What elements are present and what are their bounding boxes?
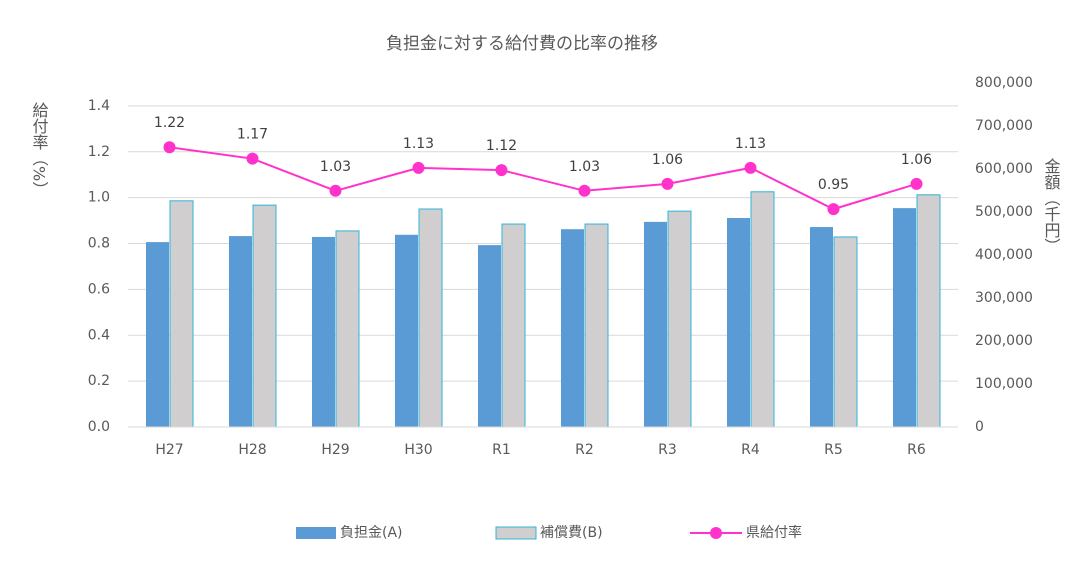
bar bbox=[584, 223, 609, 428]
x-tick-label: R2 bbox=[575, 442, 594, 458]
line-point bbox=[495, 164, 508, 177]
line bbox=[169, 146, 917, 211]
legend-label: 負担金(A) bbox=[340, 525, 403, 541]
y2-tick-label: 200,000 bbox=[975, 333, 1033, 349]
chart-title: 負担金に対する給付費の比率の推移 bbox=[386, 34, 658, 54]
x-tick-label: R1 bbox=[492, 442, 511, 458]
y2-tick-label: 400,000 bbox=[975, 247, 1033, 263]
legend-swatch bbox=[495, 526, 537, 540]
bar bbox=[561, 229, 584, 427]
data-label: 1.13 bbox=[735, 136, 766, 152]
y-tick-label: 0.6 bbox=[88, 281, 110, 297]
line-point bbox=[329, 184, 342, 197]
x-tick-label: H30 bbox=[404, 442, 432, 458]
legend-swatch bbox=[296, 527, 336, 539]
bar bbox=[750, 191, 775, 428]
line-point bbox=[163, 141, 176, 154]
bar bbox=[169, 200, 194, 428]
x-tick-label: R6 bbox=[907, 442, 926, 458]
data-label: 1.13 bbox=[403, 136, 434, 152]
line-point bbox=[412, 161, 425, 174]
bar bbox=[916, 194, 941, 428]
data-label: 1.22 bbox=[154, 115, 185, 131]
data-label: 1.12 bbox=[486, 138, 517, 154]
x-tick-label: H29 bbox=[321, 442, 349, 458]
x-tick-label: H27 bbox=[155, 442, 183, 458]
y-tick-label: 1.4 bbox=[88, 98, 110, 114]
y2-tick-label: 300,000 bbox=[975, 290, 1033, 306]
x-tick-label: R5 bbox=[824, 442, 843, 458]
bar bbox=[667, 210, 692, 428]
y2-axis-title: 金額（千円） bbox=[1042, 158, 1061, 254]
bar bbox=[644, 221, 667, 427]
x-tick-label: R4 bbox=[741, 442, 760, 458]
bar bbox=[810, 227, 833, 427]
y2-tick-label: 500,000 bbox=[975, 204, 1033, 220]
y-tick-label: 0.2 bbox=[88, 373, 110, 389]
y2-tick-label: 800,000 bbox=[975, 75, 1033, 91]
y-tick-label: 1.2 bbox=[88, 144, 110, 160]
data-label: 1.06 bbox=[652, 152, 683, 168]
line-point bbox=[661, 177, 674, 190]
x-tick-label: R3 bbox=[658, 442, 677, 458]
line-point bbox=[910, 177, 923, 190]
bar bbox=[252, 204, 277, 428]
bar bbox=[418, 208, 443, 428]
y-tick-label: 1.0 bbox=[88, 190, 110, 206]
y2-tick-label: 600,000 bbox=[975, 161, 1033, 177]
data-label: 1.03 bbox=[569, 159, 600, 175]
data-label: 1.03 bbox=[320, 159, 351, 175]
line-point bbox=[578, 184, 591, 197]
y-tick-label: 0.4 bbox=[88, 327, 110, 343]
y2-tick-label: 700,000 bbox=[975, 118, 1033, 134]
bar bbox=[312, 236, 335, 427]
line-point bbox=[827, 203, 840, 216]
y-axis-title: 給付率（%） bbox=[30, 102, 49, 197]
y-tick-label: 0.8 bbox=[88, 236, 110, 252]
line-point bbox=[744, 161, 757, 174]
y2-tick-label: 0 bbox=[975, 419, 984, 435]
bar bbox=[727, 218, 750, 427]
data-label: 0.95 bbox=[818, 177, 849, 193]
legend-label: 県給付率 bbox=[746, 524, 802, 541]
bar bbox=[501, 223, 526, 428]
bar bbox=[146, 242, 169, 427]
bar bbox=[833, 236, 858, 428]
legend-swatch bbox=[710, 527, 722, 539]
line-point bbox=[246, 152, 259, 165]
bar bbox=[395, 234, 418, 427]
bar bbox=[335, 230, 360, 428]
data-label: 1.06 bbox=[901, 152, 932, 168]
bar bbox=[478, 245, 501, 427]
y2-tick-label: 100,000 bbox=[975, 376, 1033, 392]
legend-label: 補償費(B) bbox=[540, 525, 603, 541]
x-tick-label: H28 bbox=[238, 442, 266, 458]
data-label: 1.17 bbox=[237, 127, 268, 143]
bar bbox=[229, 236, 252, 427]
y-tick-label: 0.0 bbox=[88, 419, 110, 435]
bar bbox=[893, 208, 916, 427]
